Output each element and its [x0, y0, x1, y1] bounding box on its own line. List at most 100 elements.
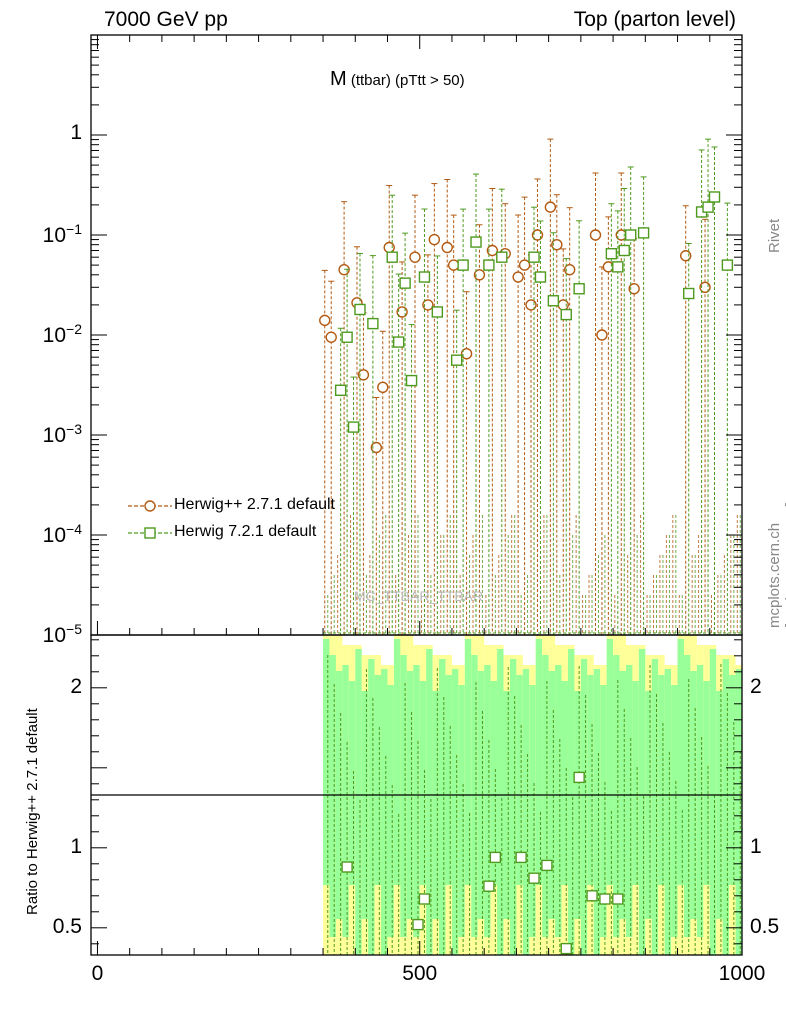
ratio-band-green [419, 681, 427, 885]
data-point-circle [563, 263, 576, 276]
ratio-plot-frame [90, 634, 743, 956]
data-point-circle [409, 251, 421, 263]
ratio-point-square [573, 771, 585, 784]
ratio-band-green [374, 675, 382, 885]
ratio-band-green [445, 675, 452, 885]
ratio-point-square [560, 942, 572, 955]
ratio-band-green [529, 685, 536, 937]
ratio-band-green [645, 691, 652, 919]
main-plot-series [128, 138, 742, 635]
y-tick-label-main: 10−4 [42, 521, 82, 547]
data-point-circle [518, 259, 531, 271]
ratio-band-green [613, 655, 620, 937]
ratio-band-green [497, 649, 504, 955]
ratio-band-green [426, 649, 433, 955]
ratio-band-green [484, 665, 491, 937]
data-point-square [470, 236, 482, 248]
data-point-square [347, 421, 360, 433]
y-tick-label-main: 10−2 [42, 321, 82, 347]
legend-label-herwigpp: Herwig++ 2.7.1 default [174, 496, 335, 513]
y-tick-label-main: 10−3 [42, 421, 82, 447]
ratio-band-green [625, 665, 633, 937]
data-point-square [431, 306, 444, 318]
data-point-square [708, 191, 721, 203]
data-point-square [450, 354, 463, 366]
data-point-circle [589, 229, 602, 241]
y-tick-label-ratio-left: 0.5 [52, 914, 82, 938]
ratio-band-green [503, 691, 510, 919]
ratio-band-green [709, 649, 717, 955]
ratio-band-green [490, 681, 498, 885]
data-point-square [483, 259, 495, 271]
plot-title-sub: (ttbar) (pTtt > 50) [346, 72, 465, 89]
x-tick-label: 0 [91, 962, 104, 985]
data-point-square [721, 259, 734, 271]
data-point-circle [441, 241, 453, 254]
ratio-point-square [599, 893, 611, 905]
ratio-band-green [361, 691, 369, 919]
ratio-band-green [593, 669, 601, 955]
ratio-band-green [387, 685, 394, 937]
data-point-square [612, 261, 624, 273]
data-point-circle [551, 238, 563, 251]
ratio-band-green [451, 669, 459, 955]
data-point-square [534, 271, 547, 283]
ratio-plot-series [327, 655, 741, 955]
ratio-band-green [722, 659, 730, 955]
x-tick-label: 500 [402, 962, 438, 985]
data-point-circle [486, 244, 499, 257]
ratio-band-green [393, 639, 401, 885]
ratio-band-green [651, 659, 659, 955]
ratio-band-green [439, 659, 446, 955]
ratio-band-green [729, 675, 736, 885]
data-point-square [573, 283, 585, 295]
y-tick-label-ratio-right: 0.5 [750, 914, 780, 938]
data-point-square [637, 227, 650, 239]
y-tick-label-main: 10−1 [42, 221, 82, 247]
ratio-band-green [587, 675, 594, 885]
data-point-circle [512, 271, 524, 283]
data-point-square [496, 251, 508, 263]
data-point-circle [370, 441, 383, 454]
ratio-point-square [483, 880, 495, 892]
legend-markers [128, 500, 172, 539]
ratio-band-green [535, 639, 543, 885]
ratio-y-axis-label: Ratio to Herwig++ 2.7.1 default [24, 708, 41, 915]
legend-marker-herwig7 [144, 527, 156, 539]
ratio-band-green [567, 649, 575, 955]
ratio-band-green [368, 659, 375, 955]
main-plot-frame [90, 34, 743, 636]
data-point-square [683, 287, 695, 300]
data-point-circle [680, 250, 692, 262]
ratio-point-square [489, 851, 502, 864]
ratio-band-green [696, 665, 704, 937]
data-point-circle [460, 348, 473, 360]
data-point-circle [628, 283, 640, 295]
y-tick-label-ratio-right: 2 [750, 674, 762, 698]
ratio-band-green [658, 675, 665, 885]
ratio-point-square [586, 890, 598, 902]
data-point-circle [325, 331, 337, 343]
ratio-band-green [683, 655, 691, 937]
data-point-square [354, 303, 366, 316]
legend-marker-herwigpp [144, 500, 156, 512]
ratio-band-green [561, 681, 568, 885]
ratio-point-square [412, 918, 424, 931]
process-label: Top (parton level) [573, 8, 736, 31]
data-point-square [392, 336, 405, 348]
ratio-band-green [516, 675, 523, 885]
ratio-band-green [703, 681, 710, 885]
ratio-band-green [735, 669, 742, 955]
ratio-band-green [329, 655, 336, 937]
data-point-circle [319, 314, 331, 327]
y-tick-label-main: 1 [70, 121, 82, 144]
ratio-band-green [671, 685, 678, 937]
data-point-square [528, 251, 540, 263]
ratio-band-green [413, 665, 420, 937]
ratio-band-green [432, 691, 440, 919]
ratio-band-green [522, 669, 530, 955]
ratio-band-green [381, 669, 388, 955]
ratio-band-green [677, 639, 684, 885]
ratio-band-green [632, 681, 639, 885]
